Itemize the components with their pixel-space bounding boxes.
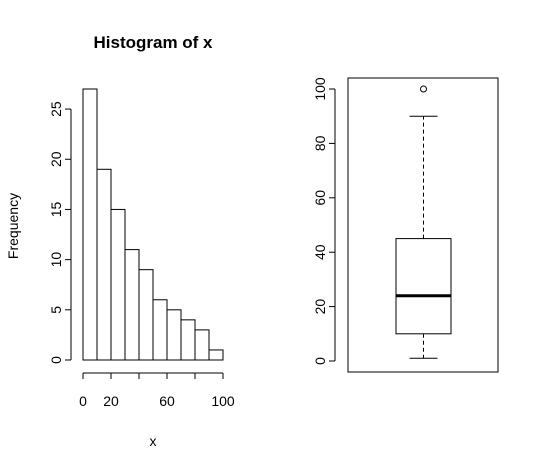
histogram-y-tick-label: 15 [48,201,64,217]
boxplot-y-tick-label: 0 [312,357,328,365]
histogram-bar [110,208,126,361]
histogram-bar [194,329,210,361]
histogram-y-tick-label: 25 [48,101,64,117]
boxplot-outlier [420,85,427,93]
boxplot-y-tick-label: 20 [312,299,328,315]
histogram-bar [82,88,98,361]
boxplot-y-tick-label: 60 [312,190,328,206]
boxplot-y-tick-label: 80 [312,135,328,151]
histogram-x-tick-label: 20 [103,393,119,409]
histogram-x-tick-label: 60 [159,393,175,409]
histogram-y-axis: 0 5 10 15 20 25 [48,101,72,364]
boxplot-box [395,238,452,335]
boxplot-marks [395,85,452,359]
histogram-bar [166,309,182,361]
histogram-bar [138,269,154,361]
histogram-y-axis-label: Frequency [5,193,21,259]
histogram-bars [82,88,224,361]
histogram-y-tick-label: 10 [48,252,64,268]
histogram-x-axis-label: x [150,433,157,449]
histogram-bar [180,319,196,361]
boxplot-panel: 0 20 40 60 80 100 [312,77,499,373]
histogram-bar [96,168,112,361]
histogram-x-tick-label: 100 [211,393,235,409]
histogram-y-tick-label: 5 [48,306,64,314]
histogram-bar [208,349,224,361]
histogram-y-tick-label: 20 [48,151,64,167]
histogram-bar [152,299,168,361]
histogram-x-axis: 0 20 60 100 [79,372,235,409]
boxplot-y-tick-label: 100 [312,77,328,101]
boxplot-y-axis: 0 20 40 60 80 100 [312,77,336,365]
histogram-bar [124,249,140,361]
histogram-title: Histogram of x [93,33,213,52]
boxplot-y-tick-label: 40 [312,244,328,260]
histogram-y-tick-label: 0 [48,356,64,364]
boxplot-frame [347,77,499,373]
histogram-x-tick-label: 0 [79,393,87,409]
